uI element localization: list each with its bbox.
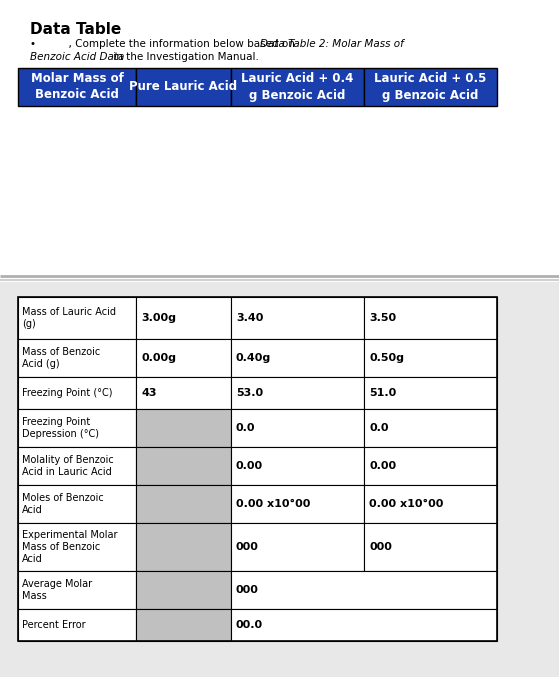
Text: 43: 43 bbox=[141, 388, 157, 398]
Text: 0.00g: 0.00g bbox=[141, 353, 176, 363]
FancyBboxPatch shape bbox=[231, 571, 497, 609]
FancyBboxPatch shape bbox=[231, 447, 364, 485]
FancyBboxPatch shape bbox=[136, 409, 231, 447]
FancyBboxPatch shape bbox=[136, 68, 231, 106]
FancyBboxPatch shape bbox=[0, 282, 559, 677]
Text: 000: 000 bbox=[236, 585, 259, 595]
FancyBboxPatch shape bbox=[231, 609, 497, 641]
Text: in the Investigation Manual.: in the Investigation Manual. bbox=[110, 52, 259, 62]
Text: 0.0: 0.0 bbox=[236, 423, 255, 433]
Text: •          , Complete the information below based on: • , Complete the information below based… bbox=[30, 39, 298, 49]
FancyBboxPatch shape bbox=[18, 447, 136, 485]
Text: 000: 000 bbox=[236, 542, 259, 552]
FancyBboxPatch shape bbox=[231, 409, 364, 447]
Text: 51.0: 51.0 bbox=[369, 388, 396, 398]
FancyBboxPatch shape bbox=[136, 447, 231, 485]
Text: 3.00g: 3.00g bbox=[141, 313, 176, 323]
Text: Freezing Point (°C): Freezing Point (°C) bbox=[22, 388, 112, 398]
FancyBboxPatch shape bbox=[231, 339, 364, 377]
FancyBboxPatch shape bbox=[18, 297, 497, 641]
Text: 00.0: 00.0 bbox=[236, 620, 263, 630]
FancyBboxPatch shape bbox=[136, 523, 231, 571]
FancyBboxPatch shape bbox=[231, 68, 364, 106]
Text: 53.0: 53.0 bbox=[236, 388, 263, 398]
Text: Experimental Molar
Mass of Benzoic
Acid: Experimental Molar Mass of Benzoic Acid bbox=[22, 530, 117, 563]
FancyBboxPatch shape bbox=[231, 297, 364, 339]
FancyBboxPatch shape bbox=[364, 485, 497, 523]
Text: 3.50: 3.50 bbox=[369, 313, 396, 323]
FancyBboxPatch shape bbox=[136, 485, 231, 523]
FancyBboxPatch shape bbox=[364, 297, 497, 339]
FancyBboxPatch shape bbox=[18, 409, 136, 447]
FancyBboxPatch shape bbox=[136, 571, 231, 609]
FancyBboxPatch shape bbox=[364, 339, 497, 377]
Text: Freezing Point
Depression (°C): Freezing Point Depression (°C) bbox=[22, 417, 99, 439]
FancyBboxPatch shape bbox=[231, 485, 364, 523]
Text: Average Molar
Mass: Average Molar Mass bbox=[22, 580, 92, 600]
FancyBboxPatch shape bbox=[18, 571, 136, 609]
FancyBboxPatch shape bbox=[18, 297, 136, 339]
Text: Data Table 2: Molar Mass of: Data Table 2: Molar Mass of bbox=[260, 39, 404, 49]
FancyBboxPatch shape bbox=[364, 409, 497, 447]
Text: 0.00 x10°00: 0.00 x10°00 bbox=[236, 499, 310, 509]
FancyBboxPatch shape bbox=[136, 377, 231, 409]
Text: Percent Error: Percent Error bbox=[22, 620, 86, 630]
FancyBboxPatch shape bbox=[231, 523, 364, 571]
FancyBboxPatch shape bbox=[364, 523, 497, 571]
Text: Benzoic Acid Data: Benzoic Acid Data bbox=[30, 52, 124, 62]
FancyBboxPatch shape bbox=[18, 485, 136, 523]
FancyBboxPatch shape bbox=[231, 377, 364, 409]
FancyBboxPatch shape bbox=[136, 297, 231, 339]
Text: Lauric Acid + 0.5
g Benzoic Acid: Lauric Acid + 0.5 g Benzoic Acid bbox=[375, 72, 487, 102]
Text: 0.00: 0.00 bbox=[369, 461, 396, 471]
FancyBboxPatch shape bbox=[364, 68, 497, 106]
FancyBboxPatch shape bbox=[136, 609, 231, 641]
Text: Molality of Benzoic
Acid in Lauric Acid: Molality of Benzoic Acid in Lauric Acid bbox=[22, 455, 113, 477]
FancyBboxPatch shape bbox=[364, 447, 497, 485]
FancyBboxPatch shape bbox=[136, 339, 231, 377]
FancyBboxPatch shape bbox=[18, 68, 136, 106]
Text: Molar Mass of
Benzoic Acid: Molar Mass of Benzoic Acid bbox=[31, 72, 124, 102]
Text: Mass of Lauric Acid
(g): Mass of Lauric Acid (g) bbox=[22, 307, 116, 329]
Text: Mass of Benzoic
Acid (g): Mass of Benzoic Acid (g) bbox=[22, 347, 100, 369]
Text: Data Table: Data Table bbox=[30, 22, 121, 37]
FancyBboxPatch shape bbox=[18, 339, 136, 377]
Text: Moles of Benzoic
Acid: Moles of Benzoic Acid bbox=[22, 494, 104, 515]
Text: 0.50g: 0.50g bbox=[369, 353, 404, 363]
Text: 0.40g: 0.40g bbox=[236, 353, 271, 363]
Text: 000: 000 bbox=[369, 542, 392, 552]
FancyBboxPatch shape bbox=[18, 523, 136, 571]
Text: 0.0: 0.0 bbox=[369, 423, 389, 433]
FancyBboxPatch shape bbox=[18, 377, 136, 409]
FancyBboxPatch shape bbox=[18, 609, 136, 641]
Text: 0.00 x10°00: 0.00 x10°00 bbox=[369, 499, 443, 509]
Text: 3.40: 3.40 bbox=[236, 313, 263, 323]
Text: Lauric Acid + 0.4
g Benzoic Acid: Lauric Acid + 0.4 g Benzoic Acid bbox=[241, 72, 354, 102]
Text: 0.00: 0.00 bbox=[236, 461, 263, 471]
FancyBboxPatch shape bbox=[364, 377, 497, 409]
Text: Pure Lauric Acid: Pure Lauric Acid bbox=[130, 81, 238, 93]
